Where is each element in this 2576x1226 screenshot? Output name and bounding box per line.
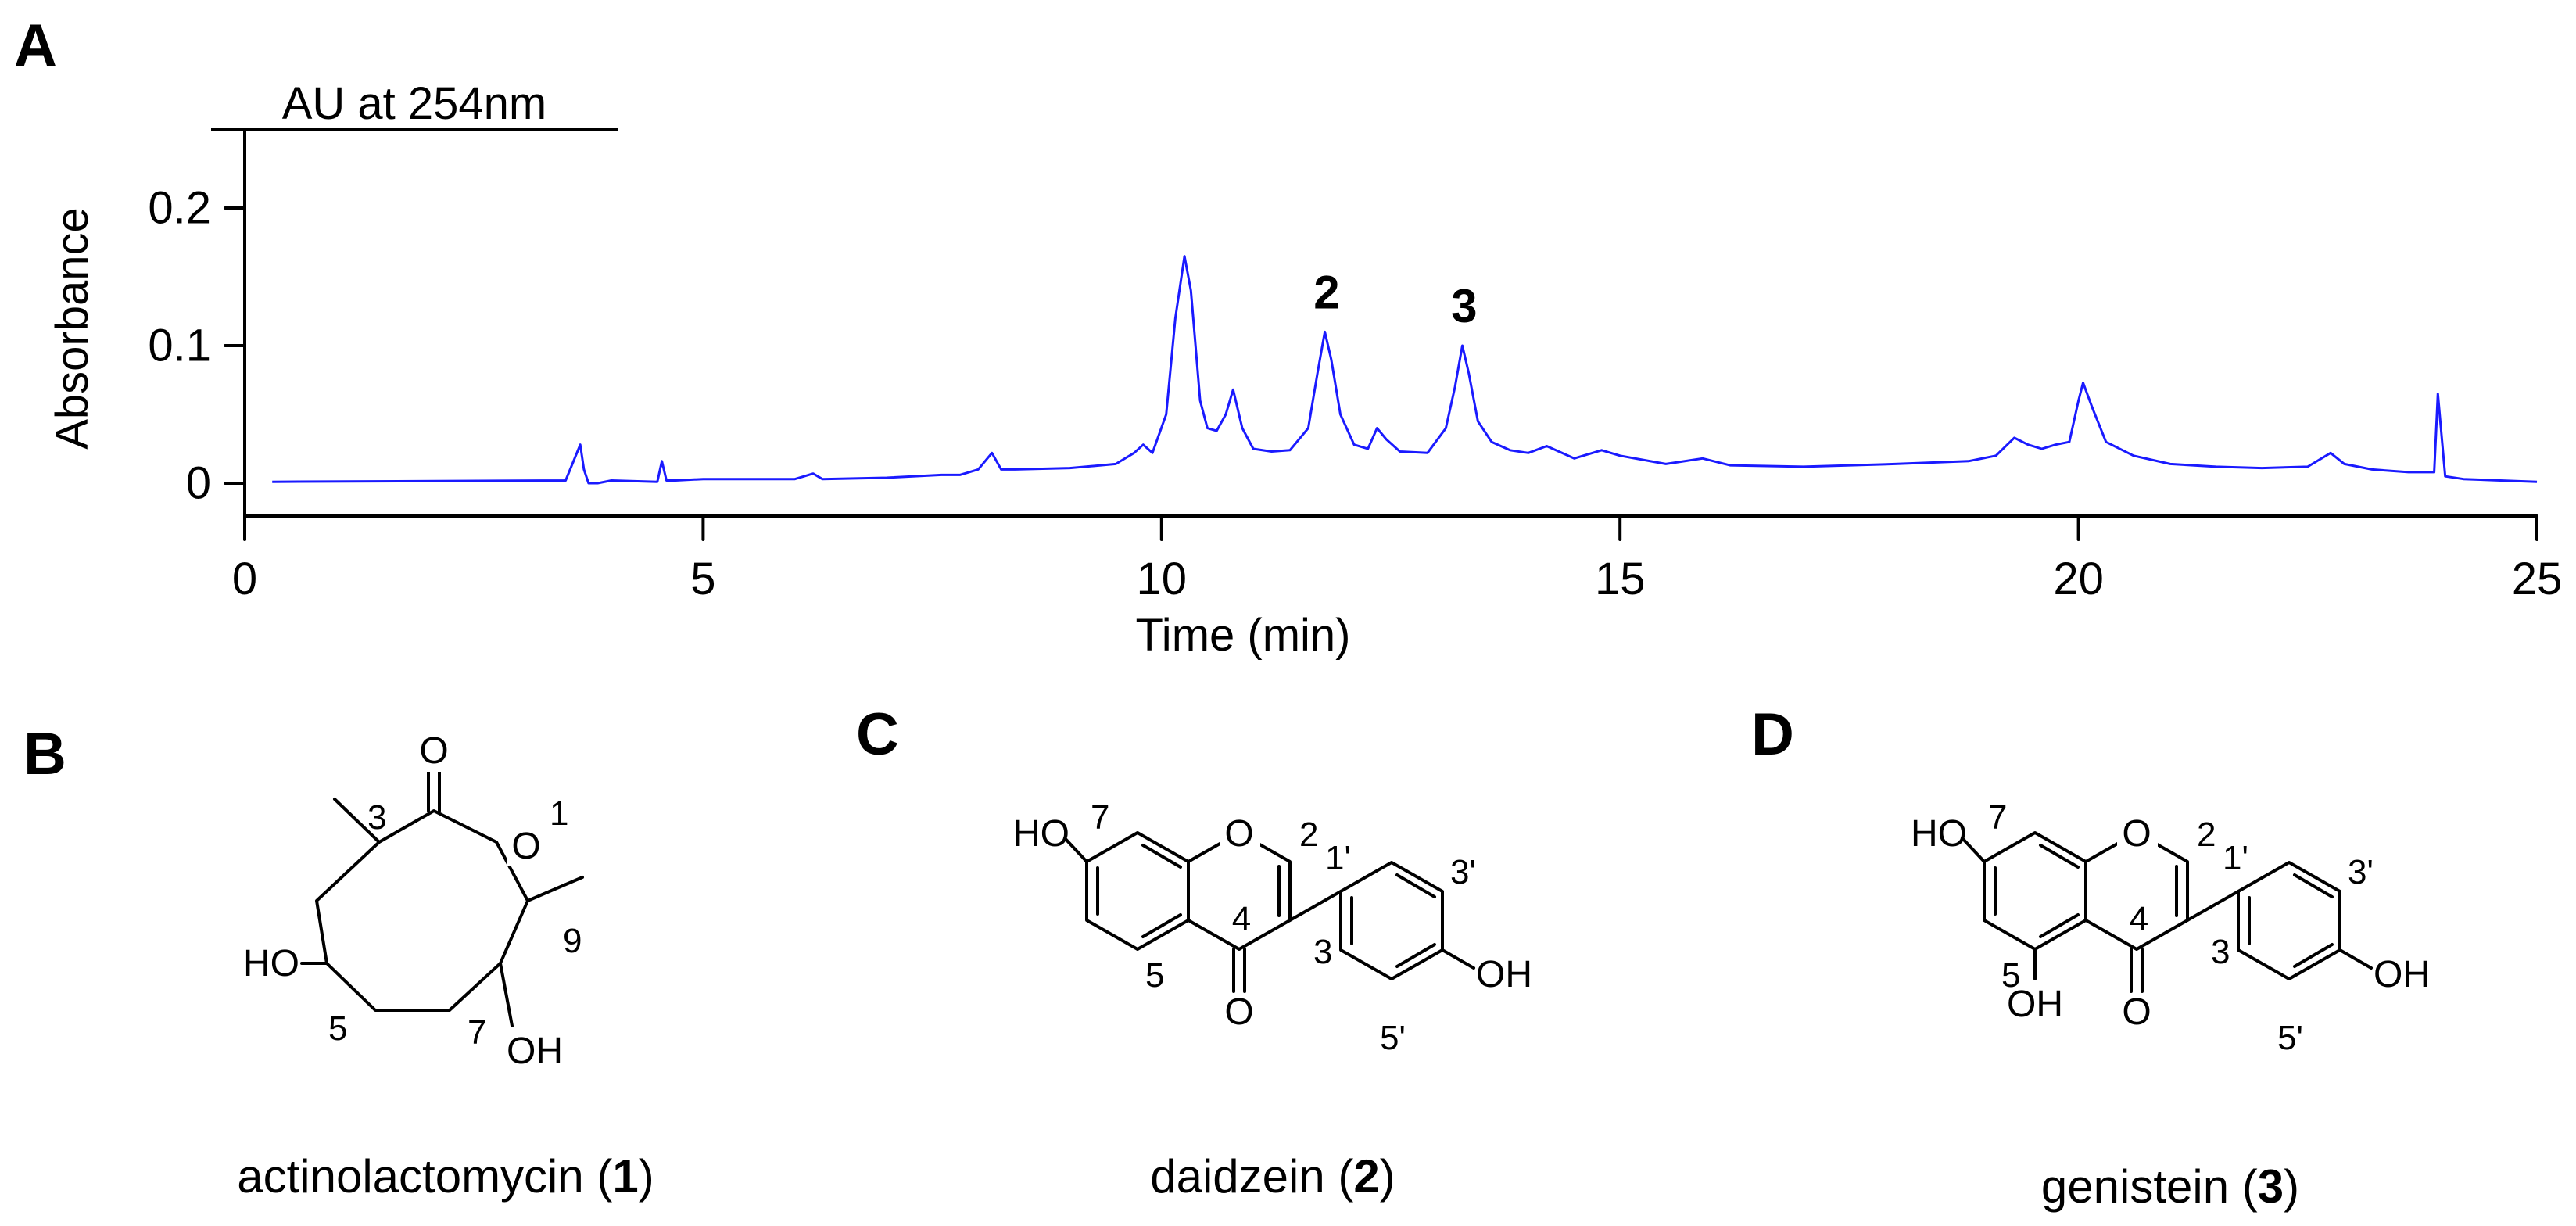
locant-7: 7: [468, 1013, 486, 1052]
atom-ring-o: O: [1224, 813, 1253, 855]
atom-carbonyl-o: O: [1224, 991, 1253, 1033]
atom-carbonyl-o: O: [419, 730, 448, 772]
atom-oh: OH: [1476, 954, 1532, 995]
atom-oh-4p: OH: [2374, 954, 2430, 995]
locant-3: 3: [367, 798, 386, 837]
oh-bond-7: [1961, 837, 1986, 863]
peak-label-3: 3: [1451, 280, 1477, 332]
ring-a: [1983, 831, 2087, 951]
structure-genistein: O HO O OH OH 7 2 1' 3' 4 3 5 5' genistei…: [1911, 798, 2430, 1213]
y-tick-label-0.2: 0.2: [148, 182, 211, 233]
locant-7: 7: [1091, 798, 1109, 837]
locant-9: 9: [563, 922, 582, 960]
ring-b: [1339, 861, 1444, 980]
ring-b-double-2: [2293, 873, 2334, 898]
aryl-bond: [2186, 890, 2240, 922]
locant-5: 5: [328, 1009, 347, 1048]
x-tick-label-20: 20: [2053, 554, 2104, 604]
oh-bond-7: [1063, 837, 1088, 863]
locant-5p: 5': [1380, 1019, 1406, 1057]
ring-a-double-2: [2039, 913, 2080, 938]
locant-2: 2: [2197, 816, 2216, 854]
x-axis-title: Time (min): [1136, 610, 1351, 661]
atom-ho: HO: [1013, 813, 1069, 855]
locant-1p: 1': [2223, 839, 2248, 877]
locant-3p: 3': [2348, 853, 2374, 891]
y-tick-label-0: 0: [186, 457, 211, 508]
x-tick-label-15: 15: [1595, 554, 1646, 604]
atom-carbonyl-o: O: [2122, 991, 2151, 1033]
panel-label-c: C: [856, 701, 899, 768]
methyl-bond-9: [526, 876, 584, 902]
y-tick-label-0.1: 0.1: [148, 320, 211, 371]
x-tick-label-10: 10: [1137, 554, 1188, 604]
x-tick-label-5: 5: [690, 554, 715, 604]
oh-bond-4p: [2338, 948, 2373, 970]
ring-b-double-3: [1395, 943, 1436, 968]
atom-oh: OH: [507, 1031, 563, 1072]
locant-5: 5: [2001, 956, 2020, 995]
panel-label-b: B: [23, 721, 66, 787]
oh-bond-4p: [1441, 948, 1475, 970]
locant-3: 3: [2211, 933, 2230, 971]
locant-2: 2: [1299, 816, 1318, 854]
peak-label-2: 2: [1313, 266, 1339, 318]
locant-1p: 1': [1325, 839, 1351, 877]
ring-b: [2237, 861, 2341, 980]
structure-actinolactomycin: O O HO OH 3 1 9 5 7 actinolactomycin (1): [237, 730, 654, 1203]
x-tick-label-0: 0: [232, 554, 257, 604]
ring-a-double-2: [1141, 913, 1182, 938]
compound-name-2: daidzein (2): [1150, 1150, 1395, 1203]
x-axis-ticks: 0 5 10 15 20 25: [232, 514, 2563, 604]
locant-5: 5: [1145, 956, 1164, 995]
ring-a-double-3: [2039, 844, 2080, 869]
y-axis-ticks: 0 0.1 0.2: [148, 182, 246, 508]
lactone-ring: [315, 809, 529, 1012]
aryl-bond: [1288, 890, 1342, 922]
methyl-bond-3: [333, 798, 381, 844]
locant-7: 7: [1988, 798, 2007, 837]
atom-ring-o: O: [2122, 813, 2151, 855]
locant-1: 1: [550, 794, 568, 833]
panel-label-a: A: [14, 13, 57, 79]
panel-label-d: D: [1751, 701, 1794, 768]
compound-name-1: actinolactomycin (1): [237, 1150, 654, 1203]
hydroxyl-bond-7: [499, 962, 514, 1027]
y-axis-title: Absorbance: [47, 207, 98, 450]
absorbance-trace: [272, 255, 2538, 485]
atom-ho: HO: [1911, 813, 1967, 855]
locant-3: 3: [1313, 933, 1332, 971]
locant-4: 4: [1232, 900, 1251, 938]
atom-mask: [507, 825, 546, 866]
atom-oh-5: OH: [2007, 984, 2063, 1025]
ring-a-double-3: [1141, 844, 1182, 869]
structure-daidzein: O HO O OH 7 2 1' 3' 4 3 5 5' daidzein (2…: [1013, 798, 1532, 1203]
units-label: AU at 254nm: [282, 78, 547, 129]
compound-name-3: genistein (3): [2041, 1160, 2299, 1213]
ring-b-double-3: [2293, 943, 2334, 968]
locant-4: 4: [2130, 900, 2148, 938]
locant-5p: 5': [2277, 1019, 2303, 1057]
atom-mask: [1220, 813, 1260, 852]
ring-a: [1085, 831, 1190, 951]
locant-3p: 3': [1450, 853, 1476, 891]
chromatogram: AU at 254nm 0 0.1 0.2 0 5 10 15 20 25: [47, 78, 2562, 661]
atom-ho: HO: [243, 943, 299, 984]
atom-mask: [2117, 813, 2158, 852]
atom-mask: [413, 731, 447, 772]
ring-b-double-2: [1395, 873, 1436, 898]
x-tick-label-25: 25: [2512, 554, 2563, 604]
atom-ring-o: O: [511, 826, 540, 867]
